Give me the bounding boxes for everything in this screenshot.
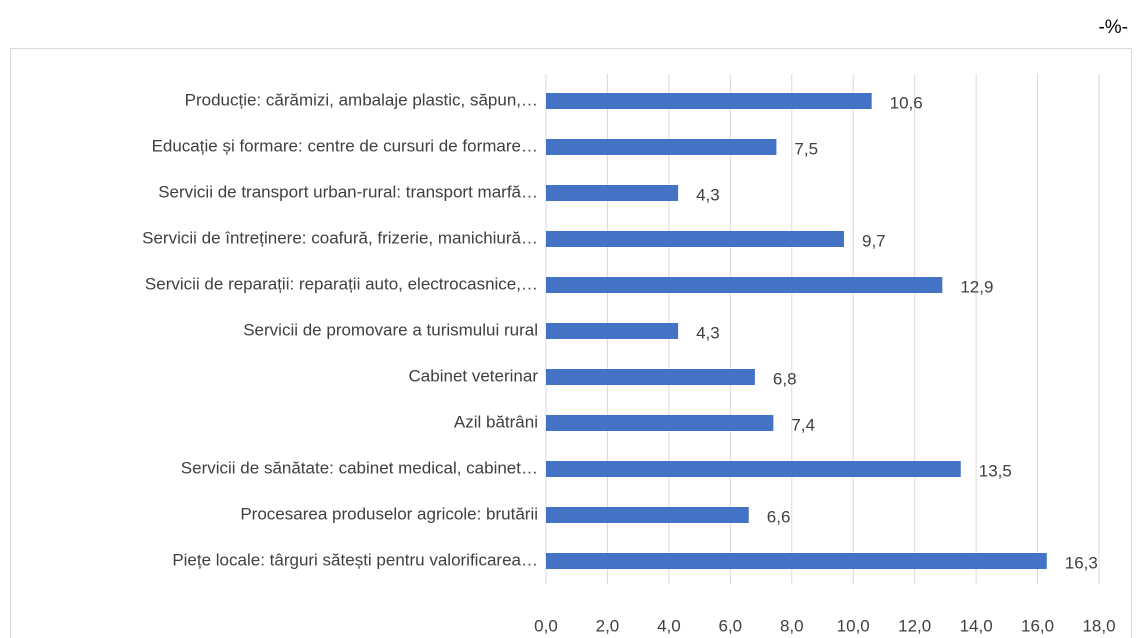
bar xyxy=(546,323,679,339)
x-tick-label: 12,0 xyxy=(898,616,931,635)
x-tick-label: 6,0 xyxy=(719,616,743,635)
value-label: 7,5 xyxy=(794,139,818,158)
bar xyxy=(546,507,749,523)
bar xyxy=(546,553,1047,569)
x-tick-label: 14,0 xyxy=(960,616,993,635)
bar xyxy=(546,93,872,109)
y-tick-label: Servicii de sănătate: cabinet medical, c… xyxy=(181,458,538,477)
value-label: 6,6 xyxy=(767,507,791,526)
y-tick-label: Servicii de întreținere: coafură, frizer… xyxy=(142,228,538,247)
bar xyxy=(546,461,961,477)
value-label: 6,8 xyxy=(773,369,797,388)
value-label: 4,3 xyxy=(696,185,720,204)
bar xyxy=(546,369,755,385)
bar xyxy=(546,415,774,431)
x-tick-label: 8,0 xyxy=(780,616,804,635)
value-label: 7,4 xyxy=(791,415,815,434)
value-label: 4,3 xyxy=(696,323,720,342)
x-tick-label: 0,0 xyxy=(534,616,558,635)
x-tick-label: 2,0 xyxy=(596,616,620,635)
y-tick-label: Producție: cărămizi, ambalaje plastic, s… xyxy=(185,90,538,109)
y-tick-label: Azil bătrâni xyxy=(454,412,538,431)
value-label: 12,9 xyxy=(960,277,993,296)
value-label: 9,7 xyxy=(862,231,886,250)
bar xyxy=(546,231,845,247)
y-tick-label: Cabinet veterinar xyxy=(409,366,539,385)
y-tick-label: Educație și formare: centre de cursuri d… xyxy=(152,136,538,155)
y-tick-label: Servicii de transport urban-rural: trans… xyxy=(158,182,538,201)
x-tick-label: 16,0 xyxy=(1021,616,1054,635)
value-label: 16,3 xyxy=(1065,553,1098,572)
value-label: 13,5 xyxy=(979,461,1012,480)
bar xyxy=(546,277,943,293)
y-tick-label: Servicii de reparații: reparații auto, e… xyxy=(145,274,538,293)
y-tick-label: Piețe locale: târguri sătești pentru val… xyxy=(172,550,538,569)
x-tick-label: 18,0 xyxy=(1082,616,1115,635)
y-tick-label: Servicii de promovare a turismului rural xyxy=(243,320,538,339)
x-tick-label: 10,0 xyxy=(837,616,870,635)
value-label: 10,6 xyxy=(890,93,923,112)
unit-label: -%- xyxy=(1098,17,1128,38)
bar xyxy=(546,185,679,201)
x-tick-label: 4,0 xyxy=(657,616,681,635)
y-tick-label: Procesarea produselor agricole: brutării xyxy=(240,504,538,523)
bar xyxy=(546,139,777,155)
chart-border xyxy=(10,48,1132,638)
